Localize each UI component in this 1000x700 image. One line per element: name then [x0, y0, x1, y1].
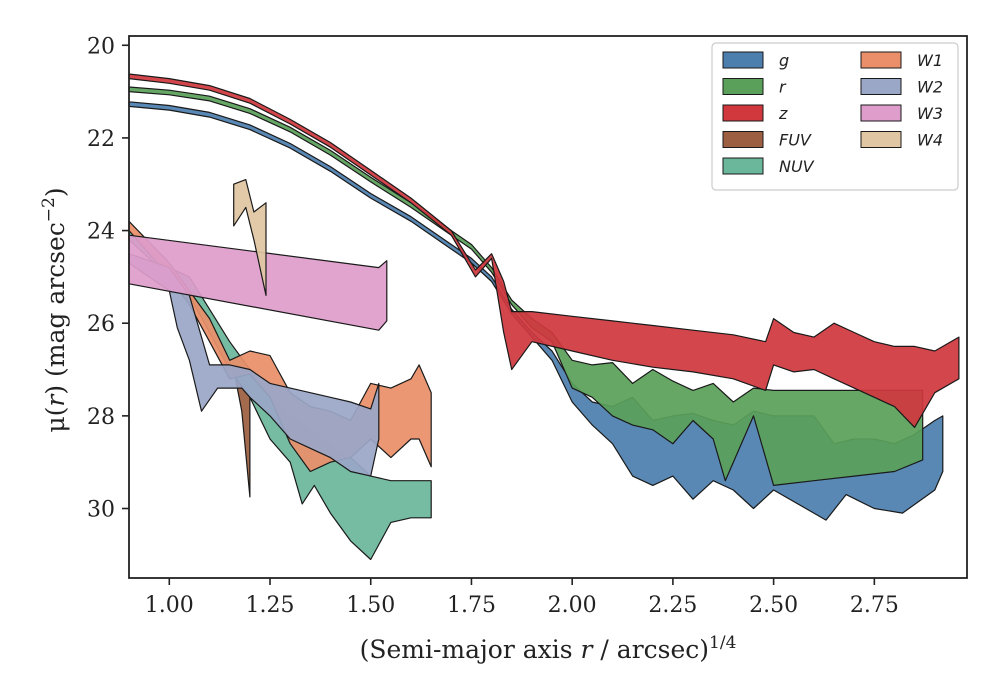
legend-label-w3: W3: [917, 104, 943, 123]
ticks-layer: 1.00 1.25 1.50 1.75 2.00 2.25 2.50 2.75 20 22 24 26…: [87, 34, 899, 618]
x-tick-label: 2.00: [548, 593, 597, 618]
legend-swatch-r: [722, 78, 764, 95]
y-tick-label: 30: [87, 498, 115, 523]
y-tick-label: 22: [87, 127, 115, 152]
legend-label-w2: W2: [917, 78, 943, 97]
legend-label-nuv: NUV: [779, 157, 815, 176]
legend-swatch-nuv: [722, 157, 764, 175]
series-band-w4: [233, 179, 267, 296]
legend-label-fuv: FUV: [779, 131, 812, 150]
y-tick-label: 28: [87, 405, 115, 430]
legend-label-z: z: [778, 104, 788, 123]
legend-swatch-g: [722, 51, 764, 69]
legend-swatch-w4: [860, 131, 902, 148]
y-axis-label-close: ): [41, 187, 70, 197]
x-axis-label: (Semi-major axis r / arcsec)1/4: [360, 633, 737, 664]
x-tick-label: 1.25: [246, 593, 295, 618]
legend-label-w4: W4: [917, 131, 943, 150]
x-axis-label-sup: 1/4: [709, 633, 736, 653]
y-axis-label-after: ) (mag arcsec: [41, 222, 70, 395]
series-band-z: [128, 73, 960, 428]
series-band-w2: [128, 253, 380, 477]
x-tick-label: 2.75: [850, 593, 899, 618]
x-axis-label-after: / arcsec): [592, 635, 709, 664]
legend-label-w1: W1: [917, 51, 943, 70]
legend: grz FUV NUV W1 W2 W3 W4: [711, 42, 959, 191]
y-tick-label: 24: [87, 220, 115, 245]
x-tick-label: 1.50: [346, 593, 395, 618]
series-layer: [128, 73, 960, 561]
y-axis-label-var: r: [41, 393, 70, 407]
legend-swatch-w3: [860, 104, 902, 122]
y-tick-label: 26: [87, 312, 115, 337]
x-axis-label-var: r: [581, 635, 595, 664]
legend-swatch-w2: [860, 78, 902, 95]
y-tick-label: 20: [87, 34, 115, 59]
y-axis-label-mu: μ(: [41, 407, 70, 433]
x-tick-label: 1.75: [447, 593, 496, 618]
legend-swatch-fuv: [722, 131, 764, 148]
legend-label-g: g: [779, 51, 789, 70]
y-axis-label-sup: −2: [39, 197, 59, 222]
y-axis-label: μ(r) (mag arcsec−2): [39, 187, 70, 432]
legend-swatch-w1: [860, 51, 902, 69]
legend-label-r: r: [779, 78, 787, 97]
plot-frame: [128, 35, 968, 579]
x-tick-label: 1.00: [145, 593, 194, 618]
x-tick-label: 2.25: [648, 593, 697, 618]
x-axis-label-before: (Semi-major axis: [360, 635, 581, 664]
legend-swatch-z: [722, 104, 764, 122]
x-tick-label: 2.50: [749, 593, 798, 618]
